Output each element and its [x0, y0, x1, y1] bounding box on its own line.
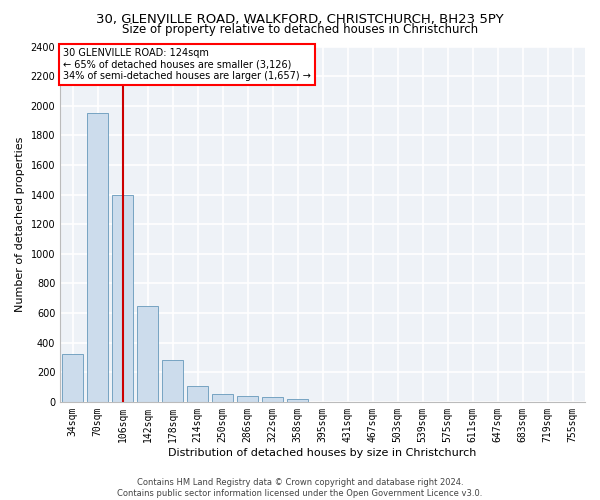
- Bar: [237, 396, 258, 402]
- Bar: [187, 386, 208, 402]
- Text: Size of property relative to detached houses in Christchurch: Size of property relative to detached ho…: [122, 22, 478, 36]
- Text: Contains HM Land Registry data © Crown copyright and database right 2024.
Contai: Contains HM Land Registry data © Crown c…: [118, 478, 482, 498]
- Text: 30 GLENVILLE ROAD: 124sqm
← 65% of detached houses are smaller (3,126)
34% of se: 30 GLENVILLE ROAD: 124sqm ← 65% of detac…: [63, 48, 311, 82]
- Bar: [112, 194, 133, 402]
- Bar: [137, 306, 158, 402]
- X-axis label: Distribution of detached houses by size in Christchurch: Distribution of detached houses by size …: [169, 448, 477, 458]
- Bar: [162, 360, 183, 402]
- Bar: [87, 113, 108, 402]
- Text: 30, GLENVILLE ROAD, WALKFORD, CHRISTCHURCH, BH23 5PY: 30, GLENVILLE ROAD, WALKFORD, CHRISTCHUR…: [96, 12, 504, 26]
- Y-axis label: Number of detached properties: Number of detached properties: [15, 136, 25, 312]
- Bar: [62, 354, 83, 402]
- Bar: [212, 394, 233, 402]
- Bar: [262, 398, 283, 402]
- Bar: [287, 399, 308, 402]
